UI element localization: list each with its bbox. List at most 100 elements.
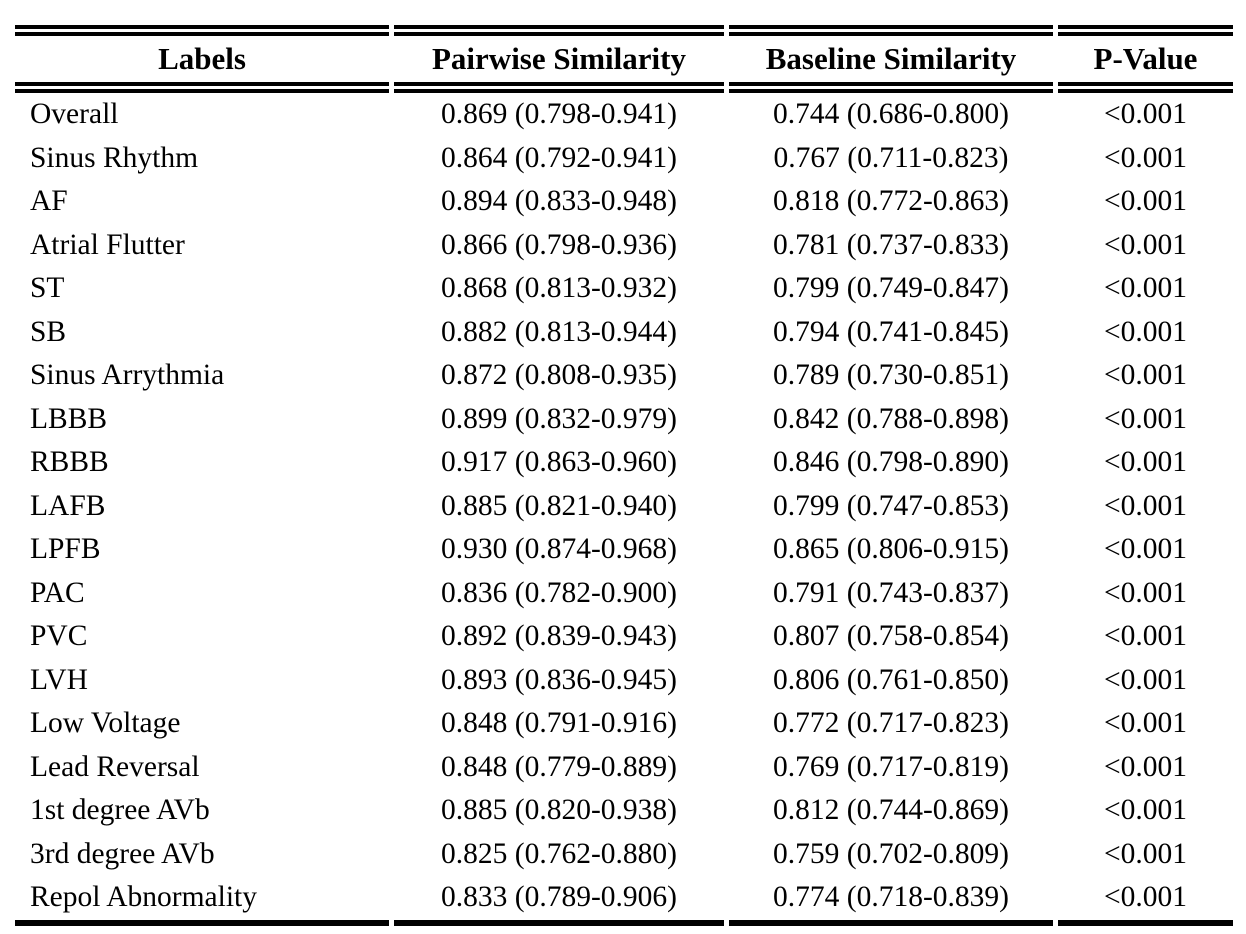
pairwise-cell: 0.892 (0.839-0.943) (441, 620, 677, 653)
pvalue-cell: <0.001 (1058, 876, 1233, 926)
pvalue-cell: <0.001 (1103, 663, 1187, 696)
table-row: Low Voltage 0.848 (0.791-0.916) 0.772 (0.7… (15, 702, 1233, 746)
table-row: Overall 0.869 (0.798-0.941) 0.744 (0.686-0… (15, 93, 1233, 137)
label-cell: LVH (30, 663, 88, 696)
table-header: Labels Pairwise Similarity Baseline Simila… (15, 25, 1233, 93)
table-row: AF 0.894 (0.833-0.948) 0.818 (0.772-0.863)… (15, 180, 1233, 224)
pvalue-cell: <0.001 (1103, 533, 1187, 566)
pvalue-cell: <0.001 (1103, 228, 1187, 261)
table-row: 1st degree AVb 0.885 (0.820-0.938) 0.812 (… (15, 789, 1233, 833)
pvalue-cell: <0.001 (1103, 576, 1187, 609)
pairwise-cell: 0.882 (0.813-0.944) (441, 315, 677, 348)
pairwise-cell: 0.930 (0.874-0.968) (441, 533, 677, 566)
baseline-cell: 0.818 (0.772-0.863) (773, 185, 1009, 218)
baseline-cell: 0.744 (0.686-0.800) (773, 98, 1009, 131)
baseline-cell: 0.791 (0.743-0.837) (773, 576, 1009, 609)
table-row: Atrial Flutter 0.866 (0.798-0.936) 0.781 (… (15, 224, 1233, 268)
baseline-cell: 0.865 (0.806-0.915) (773, 533, 1009, 566)
column-header-pvalue: P-Value (1058, 25, 1233, 93)
table-row: Lead Reversal 0.848 (0.779-0.889) 0.769 (0… (15, 746, 1233, 790)
pairwise-cell: 0.825 (0.762-0.880) (441, 837, 677, 870)
pvalue-cell: <0.001 (1103, 98, 1187, 131)
table-row: Sinus Rhythm 0.864 (0.792-0.941) 0.767 (0.… (15, 137, 1233, 181)
baseline-cell: 0.772 (0.717-0.823) (773, 707, 1009, 740)
baseline-cell: 0.789 (0.730-0.851) (773, 359, 1009, 392)
pairwise-cell: 0.848 (0.791-0.916) (441, 707, 677, 740)
table-row: ST 0.868 (0.813-0.932) 0.799 (0.749-0.847)… (15, 267, 1233, 311)
pairwise-cell: 0.899 (0.832-0.979) (441, 402, 677, 435)
pvalue-cell: <0.001 (1103, 620, 1187, 653)
table-row: SB 0.882 (0.813-0.944) 0.794 (0.741-0.845)… (15, 311, 1233, 355)
baseline-cell: 0.774 (0.718-0.839) (729, 876, 1053, 926)
baseline-cell: 0.759 (0.702-0.809) (773, 837, 1009, 870)
label-cell: Repol Abnormality (15, 876, 389, 926)
pvalue-cell: <0.001 (1103, 489, 1187, 522)
label-cell: PVC (30, 620, 88, 653)
label-cell: AF (30, 185, 68, 218)
baseline-cell: 0.799 (0.749-0.847) (773, 272, 1009, 305)
label-cell: 1st degree AVb (30, 794, 210, 827)
pairwise-cell: 0.836 (0.782-0.900) (441, 576, 677, 609)
table-row: LBBB 0.899 (0.832-0.979) 0.842 (0.788-0.89… (15, 398, 1233, 442)
baseline-cell: 0.846 (0.798-0.890) (773, 446, 1009, 479)
header-row: Labels Pairwise Similarity Baseline Simila… (15, 25, 1233, 93)
column-header-pairwise: Pairwise Similarity (394, 25, 724, 93)
pvalue-cell: <0.001 (1103, 794, 1187, 827)
label-cell: Low Voltage (30, 707, 181, 740)
pvalue-cell: <0.001 (1103, 315, 1187, 348)
pairwise-cell: 0.885 (0.820-0.938) (441, 794, 677, 827)
column-header-baseline: Baseline Similarity (729, 25, 1053, 93)
pvalue-cell: <0.001 (1103, 446, 1187, 479)
pairwise-cell: 0.869 (0.798-0.941) (441, 98, 677, 131)
label-cell: LAFB (30, 489, 106, 522)
pvalue-cell: <0.001 (1103, 707, 1187, 740)
pairwise-cell: 0.885 (0.821-0.940) (441, 489, 677, 522)
pvalue-cell: <0.001 (1103, 359, 1187, 392)
pairwise-cell: 0.848 (0.779-0.889) (441, 750, 677, 783)
label-cell: SB (30, 315, 67, 348)
pairwise-cell: 0.872 (0.808-0.935) (441, 359, 677, 392)
pairwise-cell: 0.894 (0.833-0.948) (441, 185, 677, 218)
label-cell: ST (30, 272, 65, 305)
baseline-cell: 0.769 (0.717-0.819) (773, 750, 1009, 783)
baseline-cell: 0.799 (0.747-0.853) (773, 489, 1009, 522)
baseline-cell: 0.794 (0.741-0.845) (773, 315, 1009, 348)
table-row: 3rd degree AVb 0.825 (0.762-0.880) 0.759 (… (15, 833, 1233, 877)
pairwise-cell: 0.866 (0.798-0.936) (441, 228, 677, 261)
baseline-cell: 0.842 (0.788-0.898) (773, 402, 1009, 435)
pairwise-cell: 0.864 (0.792-0.941) (441, 141, 677, 174)
baseline-cell: 0.812 (0.744-0.869) (773, 794, 1009, 827)
table-body: Overall 0.869 (0.798-0.941) 0.744 (0.686-0… (15, 93, 1233, 926)
label-cell: Sinus Rhythm (30, 141, 199, 174)
pvalue-cell: <0.001 (1103, 185, 1187, 218)
similarity-table-container: Labels Pairwise Similarity Baseline Simila… (10, 25, 1238, 926)
label-cell: Atrial Flutter (30, 228, 185, 261)
baseline-cell: 0.807 (0.758-0.854) (773, 620, 1009, 653)
baseline-cell: 0.781 (0.737-0.833) (773, 228, 1009, 261)
table-row: LVH 0.893 (0.836-0.945) 0.806 (0.761-0.850… (15, 659, 1233, 703)
pvalue-cell: <0.001 (1103, 402, 1187, 435)
label-cell: LBBB (30, 402, 108, 435)
table-row: PAC 0.836 (0.782-0.900) 0.791 (0.743-0.837… (15, 572, 1233, 616)
table-row: Repol Abnormality 0.833 (0.789-0.906) 0.77… (15, 876, 1233, 926)
label-cell: Overall (30, 98, 119, 131)
column-header-label: Labels (15, 25, 389, 93)
pairwise-cell: 0.893 (0.836-0.945) (441, 663, 677, 696)
table-row: PVC 0.892 (0.839-0.943) 0.807 (0.758-0.854… (15, 615, 1233, 659)
baseline-cell: 0.767 (0.711-0.823) (773, 141, 1009, 174)
label-similarity-table: Labels Pairwise Similarity Baseline Simila… (10, 25, 1238, 926)
pvalue-cell: <0.001 (1103, 837, 1187, 870)
table-row: LAFB 0.885 (0.821-0.940) 0.799 (0.747-0.85… (15, 485, 1233, 529)
table-row: LPFB 0.930 (0.874-0.968) 0.865 (0.806-0.91… (15, 528, 1233, 572)
table-row: RBBB 0.917 (0.863-0.960) 0.846 (0.798-0.89… (15, 441, 1233, 485)
pairwise-cell: 0.917 (0.863-0.960) (441, 446, 677, 479)
label-cell: 3rd degree AVb (30, 837, 215, 870)
label-cell: Lead Reversal (30, 750, 200, 783)
pvalue-cell: <0.001 (1103, 272, 1187, 305)
pairwise-cell: 0.868 (0.813-0.932) (441, 272, 677, 305)
label-cell: Sinus Arrythmia (30, 359, 225, 392)
label-cell: RBBB (30, 446, 109, 479)
table-row: Sinus Arrythmia 0.872 (0.808-0.935) 0.789 … (15, 354, 1233, 398)
baseline-cell: 0.806 (0.761-0.850) (773, 663, 1009, 696)
label-cell: LPFB (30, 533, 101, 566)
